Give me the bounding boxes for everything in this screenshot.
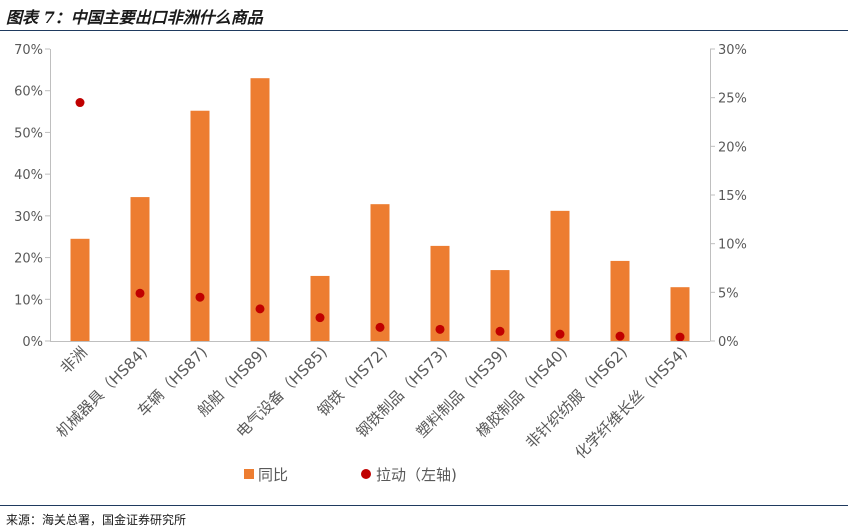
dot-1 [135,288,145,298]
dot-2 [195,292,205,302]
right-axis-ticks: 0% 5% 10% 15% 20% 25% 30% [718,43,747,350]
left-tick-label-6: 60% [14,85,43,100]
category-label-0: 非洲 [57,343,91,377]
right-tick-label-5: 25% [718,92,747,107]
bar-8 [550,210,570,341]
footer-rule [0,505,848,506]
bar-5 [370,204,390,341]
bar-series [70,78,690,341]
right-tick-label-2: 10% [718,238,747,253]
bar-0 [70,238,90,341]
left-tick-label-3: 30% [14,210,43,225]
title-rule [0,30,848,31]
bar-3 [250,78,270,341]
right-tick-label-3: 15% [718,189,747,204]
dot-series [75,98,685,342]
legend-swatch-bar [244,469,254,479]
dot-0 [75,98,85,108]
right-tick-label-6: 30% [718,43,747,58]
left-tick-label-0: 0% [22,335,43,350]
axes [45,48,715,342]
dot-6 [435,324,445,334]
dot-3 [255,304,265,314]
left-tick-label-5: 50% [14,126,43,141]
left-tick-label-1: 10% [14,293,43,308]
bar-10 [670,287,690,341]
bar-2 [190,110,210,341]
left-axis-ticks: 0% 10% 20% 30% 40% 50% 60% 70% [14,43,43,350]
bar-7 [490,270,510,341]
category-label-10: 化学纤维长丝（HS54) [572,343,691,462]
left-tick-label-7: 70% [14,43,43,58]
category-labels: 非洲机械器具（HS84)车辆（HS87)船舶（HS89)电气设备（HS85)钢铁… [53,343,691,462]
legend-swatch-dot [361,469,371,479]
dot-7 [495,326,505,336]
dot-5 [375,322,385,332]
dot-4 [315,313,325,323]
legend: 同比 拉动（左轴) [244,466,457,484]
right-tick-label-4: 20% [718,140,747,155]
dot-8 [555,329,565,339]
bar-1 [130,197,150,341]
right-tick-label-0: 0% [718,335,739,350]
legend-label-dot: 拉动（左轴) [376,466,457,484]
bar-4 [310,275,330,341]
bar-6 [430,245,450,341]
chart-title: 图表 7：中国主要出口非洲什么商品 [6,8,263,27]
left-tick-label-4: 40% [14,168,43,183]
bar-9 [610,260,630,341]
left-tick-label-2: 20% [14,252,43,267]
category-label-9: 非针织纺服（HS62) [522,343,631,452]
legend-label-bar: 同比 [258,466,288,484]
source-note: 来源：海关总署，国金证券研究所 [6,513,187,527]
right-tick-label-1: 5% [718,286,739,301]
dot-9 [615,331,625,341]
dot-10 [675,332,685,342]
